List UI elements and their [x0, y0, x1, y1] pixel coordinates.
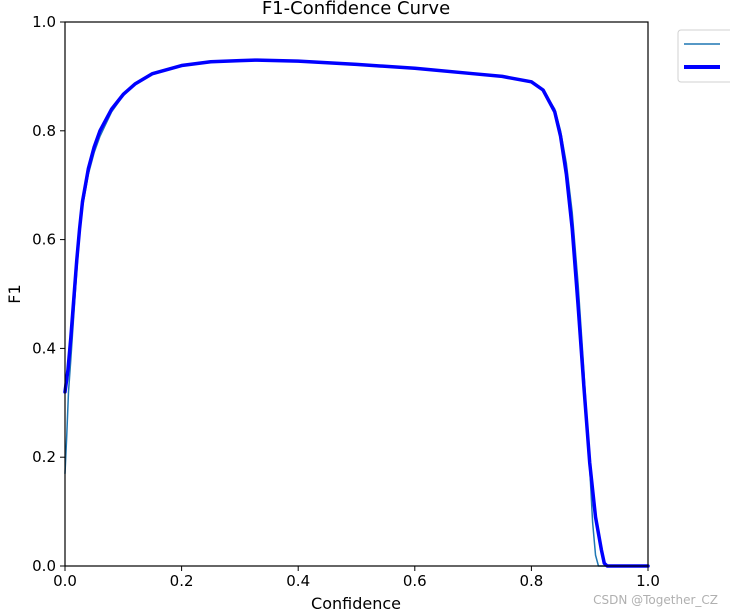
series-layer [63, 58, 650, 568]
x-tick-label: 0.0 [53, 572, 77, 590]
x-tick-label: 0.2 [170, 572, 194, 590]
x-axis-label: Confidence [311, 594, 401, 612]
y-tick-label: 0.6 [32, 231, 56, 249]
plot-frame [64, 21, 649, 567]
y-tick-label: 0.0 [32, 557, 56, 575]
x-tick-label: 0.6 [403, 572, 427, 590]
legend [677, 29, 730, 83]
legend-box [677, 29, 730, 83]
watermark-text: CSDN @Together_CZ [593, 593, 718, 607]
y-tick-label: 0.8 [32, 122, 56, 140]
chart-title: F1-Confidence Curve [262, 0, 450, 19]
x-tick-label: 1.0 [636, 572, 660, 590]
y-axis-label: F1 [5, 284, 24, 303]
series-line-2 [63, 58, 650, 568]
y-tick-label: 0.4 [32, 339, 56, 357]
x-tick-label: 0.4 [286, 572, 310, 590]
x-tick-label: 0.8 [519, 572, 543, 590]
y-tick-label: 1.0 [32, 13, 56, 31]
ticks-layer: 0.0 0.2 0.4 0.6 0.8 1.0 0.0 0.2 0.4 0.6 0.8 1.0 [32, 13, 660, 590]
y-tick-label: 0.2 [32, 448, 56, 466]
